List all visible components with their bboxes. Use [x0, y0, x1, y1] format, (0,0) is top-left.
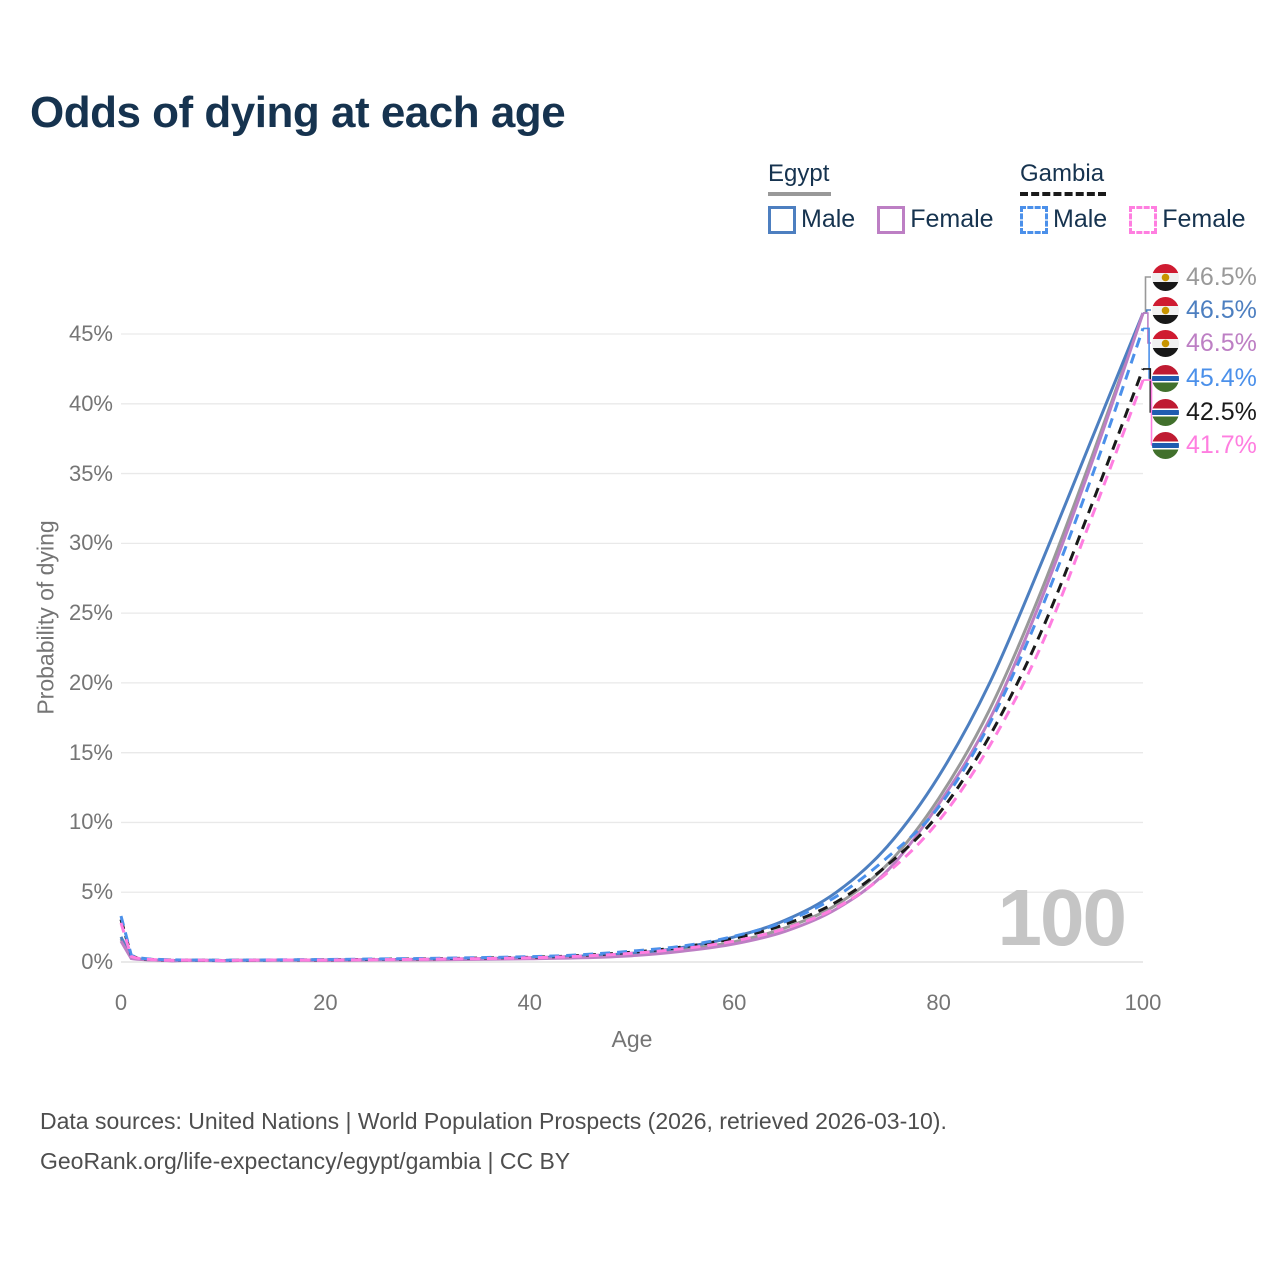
series-line-egypt-male — [119, 312, 1145, 963]
y-tick-label: 0% — [81, 949, 113, 974]
legend-group-egypt: Egypt Male Female — [768, 160, 994, 234]
end-label-value: 46.5% — [1186, 295, 1257, 324]
x-tick-label: 20 — [313, 990, 338, 1015]
x-tick-label: 0 — [114, 990, 128, 1015]
x-tick-label: 40 — [517, 990, 543, 1015]
egypt-male-swatch-icon — [768, 205, 796, 234]
end-label-egypt: 46.5% — [1152, 262, 1257, 292]
y-tick-label: 20% — [68, 669, 113, 695]
y-tick-label: 15% — [68, 739, 113, 765]
egypt-flag-icon — [1152, 263, 1179, 291]
egypt-flag-icon — [1152, 296, 1179, 324]
legend-country-egypt[interactable]: Egypt — [768, 160, 832, 196]
legend-item-egypt-male[interactable]: Male — [768, 205, 855, 234]
end-label-connector — [1143, 276, 1151, 314]
legend-item-label: Male — [1053, 205, 1108, 233]
end-label-egypt-male: 46.5% — [1152, 295, 1257, 325]
series-line-egypt — [119, 312, 1145, 963]
end-label-gambia: 42.5% — [1152, 397, 1257, 427]
gambia-female-swatch-icon — [1129, 205, 1158, 234]
legend-item-label: Female — [910, 205, 994, 233]
gambia-flag-icon — [1152, 398, 1179, 426]
legend-item-gambia-female[interactable]: Female — [1129, 205, 1246, 234]
legend-item-label: Male — [801, 205, 856, 233]
y-tick-label: 5% — [81, 879, 113, 905]
gambia-male-swatch-icon — [1020, 205, 1048, 234]
x-tick-label: 60 — [721, 990, 747, 1015]
page-title: Odds of dying at each age — [30, 88, 566, 137]
y-tick-label: 25% — [68, 600, 113, 626]
y-tick-label: 10% — [68, 809, 113, 835]
y-tick-label: 40% — [68, 390, 113, 416]
x-tick-label: 100 — [1124, 990, 1162, 1015]
end-label-value: 46.5% — [1186, 262, 1257, 291]
end-label-value: 45.4% — [1186, 363, 1257, 392]
attribution-text: GeoRank.org/life-expectancy/egypt/gambia… — [40, 1148, 571, 1174]
series-line-gambia-female — [119, 379, 1145, 963]
end-label-gambia-female: 41.7% — [1152, 430, 1257, 460]
gambia-flag-icon — [1152, 431, 1179, 459]
end-label-value: 41.7% — [1186, 430, 1257, 459]
egypt-flag-icon — [1152, 329, 1179, 357]
y-tick-label: 45% — [68, 321, 113, 347]
end-label-value: 46.5% — [1186, 328, 1257, 357]
legend-item-egypt-female[interactable]: Female — [877, 205, 994, 234]
end-label-value: 42.5% — [1186, 397, 1257, 426]
end-label-gambia-male: 45.4% — [1152, 363, 1257, 393]
gambia-flag-icon — [1152, 364, 1179, 392]
legend-item-label: Female — [1162, 205, 1246, 233]
series-line-gambia-male — [119, 327, 1145, 962]
age-watermark: 100 — [997, 873, 1127, 962]
x-axis-title: Age — [611, 1026, 653, 1052]
legend-group-gambia: Gambia Male Female — [1020, 160, 1246, 234]
y-tick-label: 30% — [68, 530, 113, 556]
end-label-egypt-female: 46.5% — [1152, 328, 1257, 358]
legend-item-gambia-male[interactable]: Male — [1020, 205, 1107, 234]
data-source-text: Data sources: United Nations | World Pop… — [40, 1108, 947, 1134]
end-label-connector — [1143, 368, 1152, 413]
legend-country-gambia[interactable]: Gambia — [1020, 160, 1107, 196]
end-label-connector — [1143, 379, 1153, 446]
egypt-female-swatch-icon — [877, 205, 906, 234]
series-line-egypt-female — [119, 312, 1145, 963]
y-tick-label: 35% — [68, 460, 113, 486]
x-tick-label: 80 — [926, 990, 951, 1015]
